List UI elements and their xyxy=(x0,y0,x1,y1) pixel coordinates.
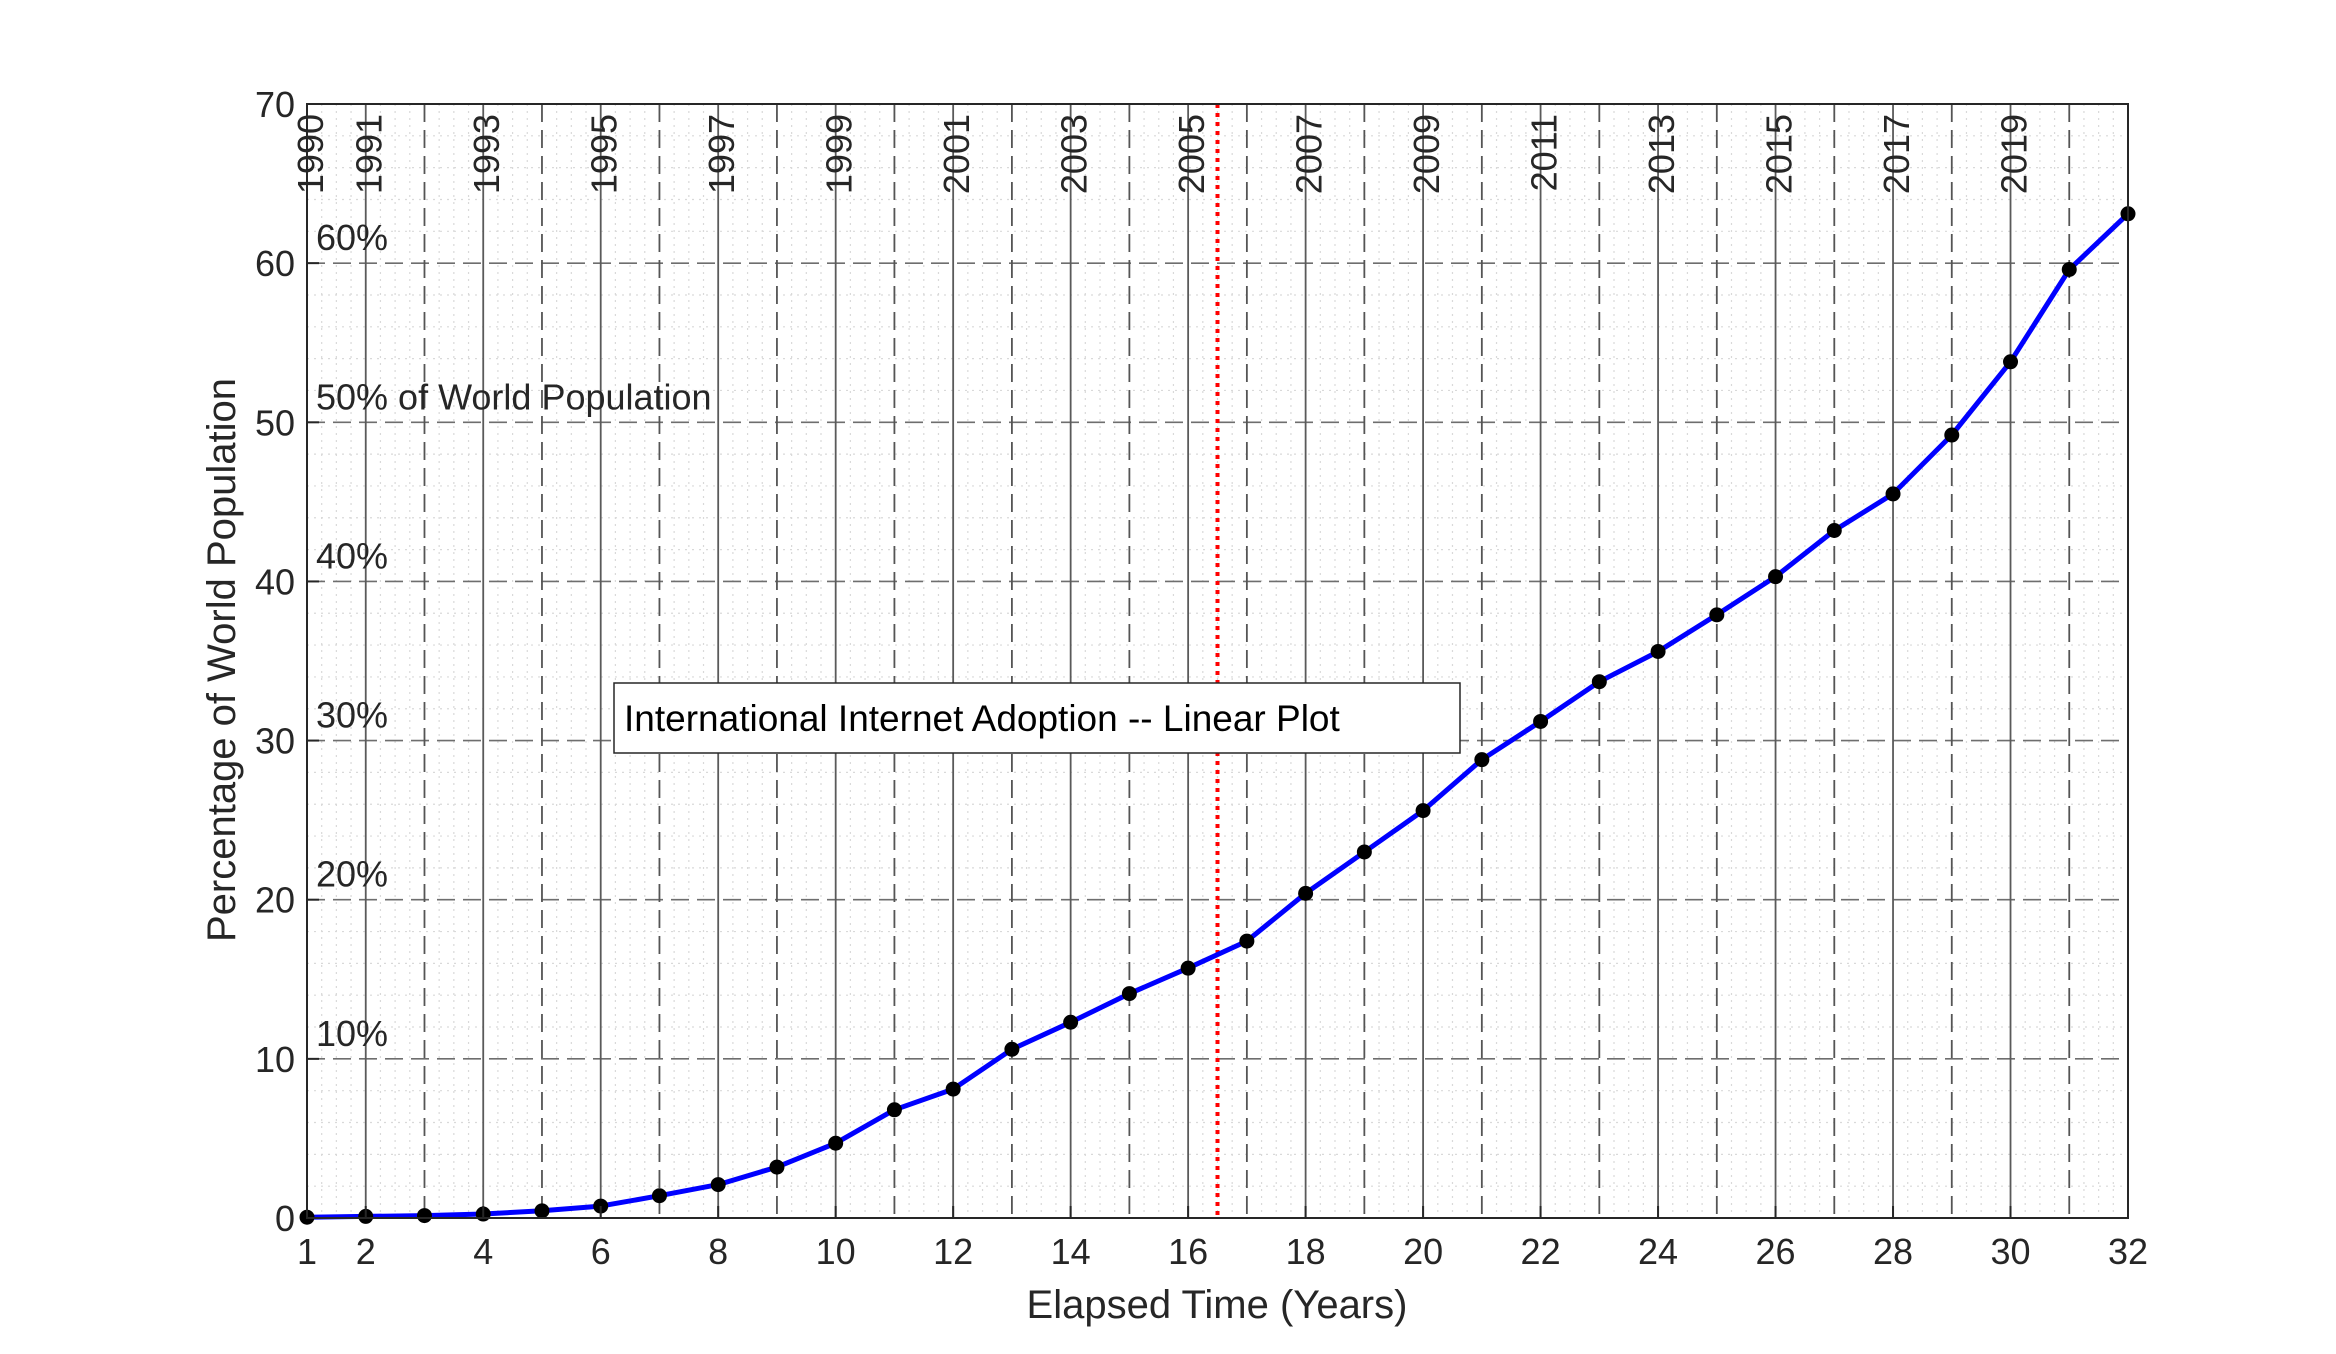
x-tick-label: 18 xyxy=(1286,1231,1326,1272)
y-axis: 0 10 20 30 40 50 60 70 xyxy=(255,84,319,1239)
year-label: 2017 xyxy=(1876,114,1917,194)
data-point xyxy=(1650,643,1666,659)
axes-box xyxy=(306,103,2129,1219)
percent-label: 10% xyxy=(316,1013,388,1054)
y-tick-label: 50 xyxy=(255,402,295,443)
y-tick-label: 0 xyxy=(275,1198,295,1239)
x-tick-label: 20 xyxy=(1403,1231,1443,1272)
data-point xyxy=(651,1188,667,1204)
percent-label: 50% of World Population xyxy=(316,376,712,417)
year-label: 1991 xyxy=(349,114,390,194)
year-label: 2003 xyxy=(1054,114,1095,194)
x-tick-label: 1 xyxy=(297,1231,317,1272)
year-label: 2005 xyxy=(1171,114,1212,194)
data-point xyxy=(945,1081,961,1097)
year-label: 1999 xyxy=(819,114,860,194)
x-tick-label: 26 xyxy=(1756,1231,1796,1272)
x-tick-label: 8 xyxy=(708,1231,728,1272)
percent-labels: 10% 20% 30% 40% 50% of World Population 60% xyxy=(316,217,712,1054)
data-point xyxy=(1474,752,1490,768)
year-label: 2013 xyxy=(1641,114,1682,194)
annotation-box: International Internet Adoption -- Linea… xyxy=(613,682,1461,754)
data-point xyxy=(1121,986,1137,1002)
year-label: 2009 xyxy=(1406,114,1447,194)
data-point xyxy=(1944,427,1960,443)
year-label: 1990 xyxy=(290,114,331,194)
x-axis-title: Elapsed Time (Years) xyxy=(1027,1283,1408,1327)
y-tick-label: 30 xyxy=(255,721,295,762)
y-tick-label: 20 xyxy=(255,880,295,921)
data-point xyxy=(1768,569,1784,585)
data-point xyxy=(1709,607,1725,623)
data-point xyxy=(1533,713,1549,729)
y-tick-label: 40 xyxy=(255,561,295,602)
year-label: 2007 xyxy=(1289,114,1330,194)
series-markers xyxy=(299,206,2136,1225)
year-marker-lines xyxy=(306,104,2129,1218)
percent-label: 20% xyxy=(316,854,388,895)
x-tick-label: 4 xyxy=(473,1231,493,1272)
y-tick-label: 70 xyxy=(255,84,295,125)
x-tick-label: 28 xyxy=(1873,1231,1913,1272)
x-tick-label: 12 xyxy=(933,1231,973,1272)
y-axis-title: Percentage of World Population xyxy=(200,378,244,942)
y-tick-label: 10 xyxy=(255,1039,295,1080)
x-tick-label: 16 xyxy=(1168,1231,1208,1272)
data-point xyxy=(1063,1014,1079,1030)
x-tick-label: 24 xyxy=(1638,1231,1678,1272)
percent-label: 30% xyxy=(316,695,388,736)
x-tick-label: 14 xyxy=(1051,1231,1091,1272)
y-tick-label: 60 xyxy=(255,243,295,284)
year-label: 2015 xyxy=(1759,114,1800,194)
series-polyline xyxy=(306,211,2130,1220)
data-point xyxy=(2003,354,2019,370)
percent-label: 40% xyxy=(316,535,388,576)
series-line xyxy=(306,211,2130,1220)
data-point xyxy=(1180,960,1196,976)
year-label: 2019 xyxy=(1994,114,2035,194)
data-point xyxy=(1239,933,1255,949)
year-label: 1997 xyxy=(701,114,742,194)
annotation-box-border xyxy=(613,682,1461,754)
data-point xyxy=(710,1177,726,1193)
data-point xyxy=(416,1208,432,1224)
year-labels: 1990 1991 1993 1995 1997 1999 2001 2003 2005 2007… xyxy=(290,114,2035,194)
x-tick-label: 6 xyxy=(591,1231,611,1272)
annotation-text: International Internet Adoption -- Linea… xyxy=(624,698,1341,739)
x-tick-label: 30 xyxy=(1990,1231,2030,1272)
data-point xyxy=(1298,885,1314,901)
data-point xyxy=(2061,262,2077,278)
data-point xyxy=(1356,844,1372,860)
data-point xyxy=(828,1135,844,1151)
data-point xyxy=(1004,1041,1020,1057)
x-tick-label: 2 xyxy=(356,1231,376,1272)
data-point xyxy=(769,1159,785,1175)
data-point xyxy=(534,1203,550,1219)
year-label: 1993 xyxy=(466,114,507,194)
year-label: 2011 xyxy=(1524,114,1565,191)
year-label: 1995 xyxy=(584,114,625,194)
data-point xyxy=(886,1102,902,1118)
x-tick-label: 10 xyxy=(816,1231,856,1272)
data-point xyxy=(1591,674,1607,690)
data-point xyxy=(1885,486,1901,502)
x-tick-label: 32 xyxy=(2108,1231,2148,1272)
year-label: 2001 xyxy=(936,114,977,194)
axes-frame xyxy=(306,103,2129,1219)
data-point xyxy=(1415,803,1431,819)
x-tick-label: 22 xyxy=(1521,1231,1561,1272)
data-point xyxy=(1826,523,1842,539)
percent-label: 60% xyxy=(316,217,388,258)
x-axis: 1 2 4 6 8 10 12 14 16 18 20 22 24 26 28 30 32 xyxy=(297,1206,2148,1272)
